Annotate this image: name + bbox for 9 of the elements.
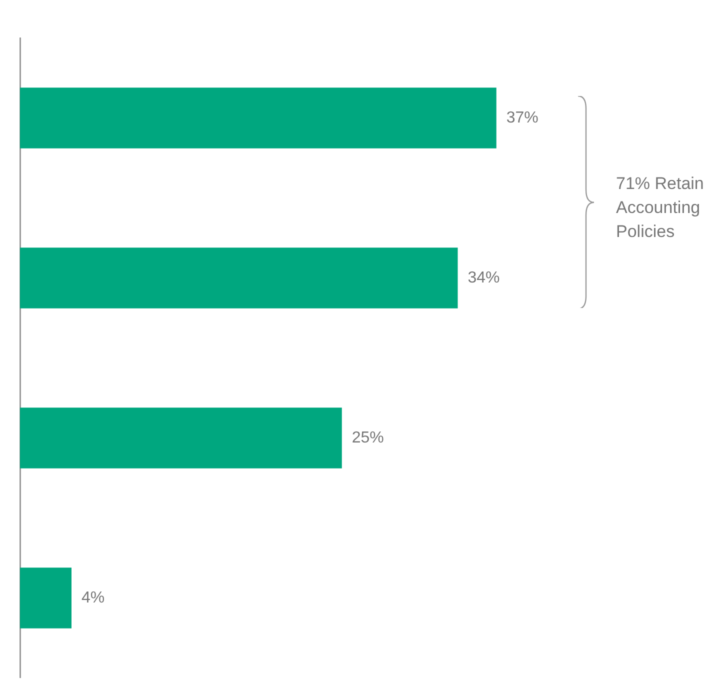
bar [20,408,342,468]
data-label: 4% [82,589,105,606]
bar [20,568,72,628]
data-label: 34% [468,269,500,286]
bar [20,88,496,148]
data-label: 25% [352,429,384,446]
text: 71% Retain Accounting Policies [616,173,705,243]
bar [20,248,458,308]
data-label: 37% [506,109,538,126]
